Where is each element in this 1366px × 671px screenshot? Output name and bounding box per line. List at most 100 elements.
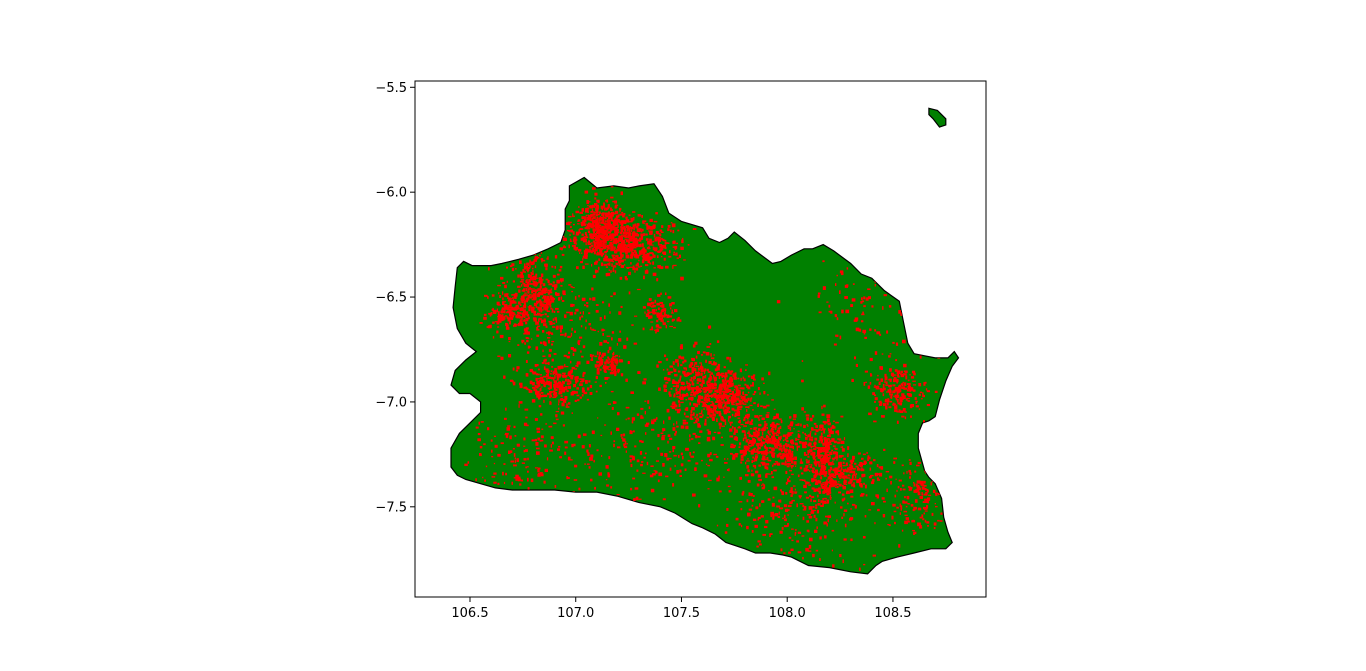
urban-feature: [546, 302, 550, 306]
urban-feature: [586, 463, 590, 465]
urban-feature: [784, 518, 787, 522]
urban-feature: [689, 416, 692, 420]
urban-feature: [732, 426, 734, 429]
urban-feature: [610, 270, 612, 273]
urban-feature: [680, 401, 684, 404]
urban-feature: [708, 391, 712, 394]
urban-feature: [843, 497, 846, 500]
y-tick-label: −6.5: [375, 291, 407, 306]
urban-feature: [568, 402, 571, 405]
urban-feature: [560, 398, 564, 401]
urban-feature: [504, 417, 507, 420]
urban-feature: [697, 395, 701, 399]
urban-feature: [863, 563, 866, 566]
urban-feature: [854, 462, 857, 465]
urban-feature: [672, 361, 675, 365]
urban-feature: [649, 218, 653, 222]
urban-feature: [831, 529, 835, 532]
urban-feature: [611, 211, 614, 214]
urban-feature: [740, 395, 743, 397]
urban-feature: [760, 436, 764, 439]
urban-feature: [591, 217, 594, 222]
urban-feature: [822, 482, 825, 484]
urban-feature: [696, 382, 699, 384]
urban-feature: [691, 368, 695, 371]
urban-feature: [619, 213, 623, 216]
urban-feature: [781, 448, 783, 452]
urban-feature: [646, 309, 650, 312]
urban-feature: [526, 340, 529, 343]
urban-feature: [509, 320, 511, 325]
urban-feature: [740, 377, 742, 381]
urban-feature: [706, 346, 711, 348]
urban-feature: [523, 449, 526, 453]
urban-feature: [581, 216, 585, 219]
urban-feature: [529, 283, 533, 285]
urban-feature: [649, 474, 654, 478]
urban-feature: [530, 478, 534, 483]
urban-feature: [758, 415, 763, 417]
urban-feature: [763, 458, 767, 461]
urban-feature: [718, 387, 721, 390]
urban-feature: [771, 447, 775, 452]
urban-feature: [721, 390, 726, 393]
urban-feature: [660, 231, 664, 233]
urban-feature: [536, 364, 539, 367]
urban-feature: [853, 482, 855, 486]
urban-feature: [790, 458, 793, 462]
urban-feature: [509, 311, 511, 316]
urban-feature: [582, 255, 587, 259]
urban-feature: [756, 442, 760, 447]
urban-feature: [600, 434, 603, 437]
urban-feature: [809, 494, 812, 498]
urban-feature: [789, 469, 792, 472]
urban-feature: [801, 479, 805, 481]
urban-feature: [716, 389, 719, 394]
urban-feature: [784, 453, 787, 458]
urban-feature: [603, 241, 607, 243]
urban-feature: [586, 251, 588, 254]
urban-feature: [610, 295, 613, 298]
urban-feature: [620, 230, 622, 234]
urban-feature: [847, 475, 851, 477]
urban-feature: [604, 224, 607, 227]
urban-feature: [649, 242, 653, 244]
urban-feature: [671, 318, 675, 321]
urban-feature: [784, 525, 788, 528]
urban-feature: [643, 254, 647, 257]
urban-feature: [740, 454, 744, 459]
urban-feature: [598, 211, 601, 215]
urban-feature: [545, 278, 549, 281]
urban-feature: [587, 452, 590, 456]
urban-feature: [690, 417, 694, 420]
urban-feature: [585, 234, 588, 238]
urban-feature: [925, 388, 928, 391]
urban-feature: [715, 376, 717, 380]
urban-feature: [562, 389, 566, 393]
urban-feature: [817, 490, 821, 492]
urban-feature: [602, 352, 606, 356]
urban-feature: [505, 472, 507, 476]
urban-feature: [522, 295, 524, 299]
urban-feature: [656, 364, 659, 368]
urban-feature: [500, 442, 504, 445]
urban-feature: [900, 383, 903, 386]
urban-feature: [790, 494, 793, 497]
urban-feature: [668, 255, 672, 258]
urban-feature: [785, 436, 789, 440]
urban-feature: [511, 307, 515, 311]
urban-feature: [724, 405, 727, 407]
urban-feature: [667, 371, 671, 375]
urban-feature: [600, 262, 604, 267]
urban-feature: [820, 465, 823, 469]
urban-feature: [637, 214, 641, 217]
urban-feature: [538, 256, 540, 259]
urban-feature: [540, 439, 544, 442]
urban-feature: [818, 448, 821, 451]
urban-feature: [532, 386, 535, 389]
urban-feature: [771, 471, 773, 475]
urban-feature: [745, 421, 748, 424]
urban-feature: [680, 364, 683, 367]
urban-feature: [527, 269, 529, 273]
urban-feature: [667, 225, 671, 228]
